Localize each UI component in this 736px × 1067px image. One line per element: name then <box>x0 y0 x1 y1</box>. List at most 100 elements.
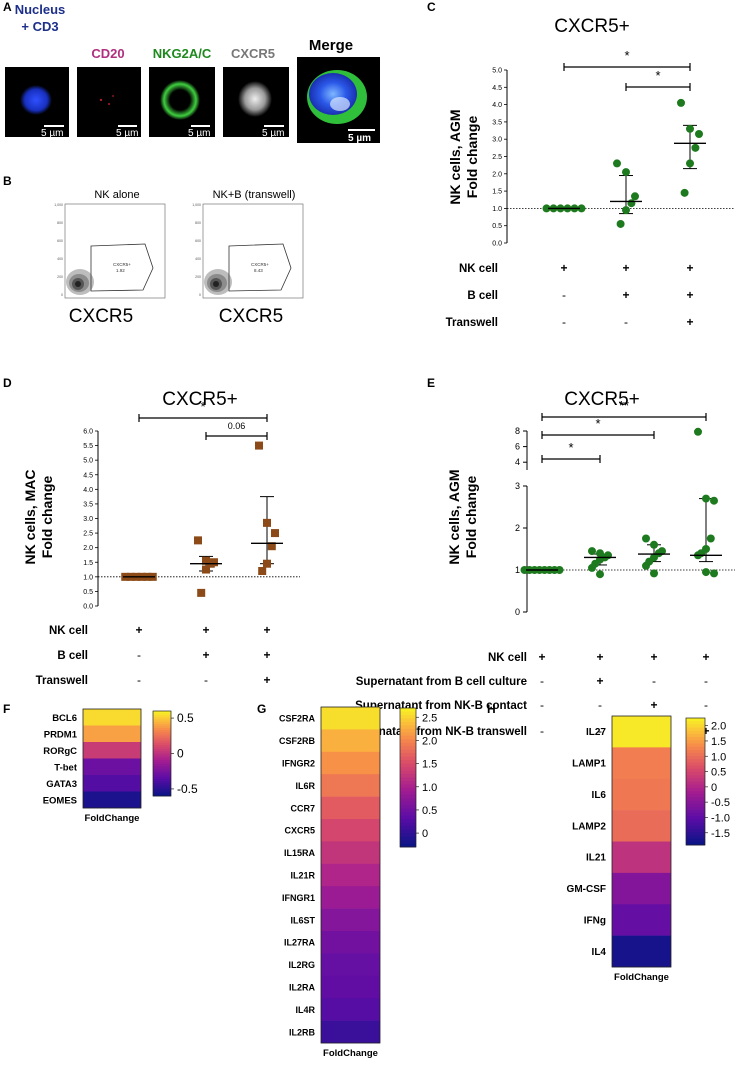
y-tick-label: 1.5 <box>492 189 502 196</box>
heatmap-row-label: IL6 <box>592 790 607 801</box>
colorbar-tick-label: 1.0 <box>711 751 726 763</box>
y-tick-label: 3.5 <box>83 501 93 508</box>
colorbar-tick-label: 2.0 <box>711 721 726 733</box>
heatmap-cell <box>612 716 671 748</box>
y-tick-label: 5.5 <box>83 443 93 450</box>
heatmap-row-label: T-bet <box>54 762 78 773</box>
colorbar-segment <box>686 810 705 814</box>
significance-label: * <box>568 440 573 455</box>
colorbar-segment <box>153 730 171 733</box>
colorbar-segment <box>686 778 705 782</box>
colorbar-segment <box>153 787 171 791</box>
cxcr5-stain <box>238 81 272 117</box>
condition-sign: - <box>540 724 544 738</box>
panel-a-microscopy: Nucleus + CD3 CD20 NKG2A/C CXCR5 Merge 5… <box>5 2 380 144</box>
colorbar-segment <box>686 733 705 738</box>
condition-sign: - <box>137 673 141 687</box>
condition-sign: - <box>540 698 544 712</box>
flow-ytick: 400 <box>57 257 63 261</box>
flow-ytick: 800 <box>57 221 63 225</box>
colorbar-segment <box>400 711 416 716</box>
heatmap-cell <box>321 931 380 954</box>
condition-label: NK cell <box>488 652 527 664</box>
channel-label-merge: Merge <box>309 37 353 54</box>
panel-letter-a: A <box>3 0 12 14</box>
colorbar-segment <box>153 728 171 731</box>
heatmap-x-label: FoldChange <box>614 972 669 983</box>
significance-label: * <box>595 416 600 431</box>
colorbar-segment <box>153 740 171 744</box>
colorbar-segment <box>153 751 171 754</box>
flow-ytick: 600 <box>57 239 63 243</box>
colorbar-tick-label: 0.5 <box>711 767 726 779</box>
colorbar-segment <box>153 768 171 771</box>
data-point <box>202 565 210 574</box>
panel-letter-b: B <box>3 174 12 188</box>
colorbar-segment <box>686 832 705 836</box>
colorbar-tick-label: -1.5 <box>711 828 730 840</box>
condition-label: B cell <box>467 290 498 302</box>
colorbar-segment <box>400 843 416 848</box>
y-axis-label-line: Fold change <box>39 476 55 559</box>
data-point <box>650 569 658 578</box>
flow-ytick: 200 <box>195 275 201 279</box>
significance-label: * <box>655 68 660 83</box>
data-point <box>194 536 202 545</box>
data-point <box>542 204 551 213</box>
colorbar-segment <box>153 753 171 757</box>
y-tick-label: 0.5 <box>83 589 93 596</box>
condition-sign: + <box>538 650 545 664</box>
colorbar-segment <box>153 766 171 769</box>
flow-gate-label-2: CXCR5+ <box>251 262 269 267</box>
colorbar-segment <box>153 711 171 714</box>
y-tick-label: 2.0 <box>83 545 93 552</box>
data-point <box>202 556 210 565</box>
colorbar-tick-label: 2.5 <box>422 712 437 724</box>
y-tick-label: 2 <box>515 523 520 533</box>
condition-sign: - <box>624 315 628 329</box>
data-point <box>677 98 685 107</box>
heatmap-row-label: IL2RB <box>289 1027 316 1037</box>
y-axis-label: NK cells, MACFold change <box>22 470 55 565</box>
condition-sign: + <box>596 650 603 664</box>
y-tick-label: 3 <box>515 481 520 491</box>
heatmap-row-label: IL6ST <box>290 915 315 925</box>
y-tick-label: 1 <box>515 565 520 575</box>
heatmap-cell <box>321 751 380 775</box>
colorbar-segment <box>153 734 171 737</box>
heatmap-row-label: IL27 <box>586 727 606 738</box>
colorbar-segment <box>400 780 416 785</box>
colorbar-segment <box>153 793 171 797</box>
heatmap-row-label: IFNGR2 <box>282 759 315 769</box>
colorbar-segment <box>686 813 705 817</box>
heatmap-row-label: IL6R <box>295 781 315 791</box>
condition-sign: + <box>650 698 657 712</box>
colorbar-segment <box>153 736 171 740</box>
condition-sign: + <box>702 650 709 664</box>
flow-gate-label-1: CXCR5+ <box>113 262 131 267</box>
colorbar-segment <box>400 749 416 754</box>
heatmap-cell <box>612 747 671 780</box>
condition-sign: + <box>263 648 270 662</box>
colorbar-segment <box>153 719 171 723</box>
y-axis-label: NK cells, AGMFold change <box>446 469 479 564</box>
heatmap-cell <box>83 709 141 726</box>
condition-sign: + <box>622 261 629 275</box>
heatmap-row-label: GATA3 <box>46 779 77 790</box>
heatmap-row-label: IFNg <box>584 915 606 926</box>
heatmap-border <box>320 706 381 1044</box>
colorbar-segment <box>686 841 705 846</box>
colorbar-segment <box>686 730 705 735</box>
colorbar-segment <box>686 787 705 792</box>
colorbar-segment <box>153 785 171 788</box>
colorbar-segment <box>153 757 171 761</box>
data-point <box>686 124 694 133</box>
colorbar-tick-label: -0.5 <box>711 797 730 809</box>
heatmap-x-label: FoldChange <box>85 813 140 824</box>
panel-letter-h: H <box>487 702 496 716</box>
data-point <box>267 542 276 551</box>
colorbar-segment <box>400 787 416 792</box>
y-tick-label: 0 <box>515 607 520 617</box>
data-point <box>263 518 271 527</box>
